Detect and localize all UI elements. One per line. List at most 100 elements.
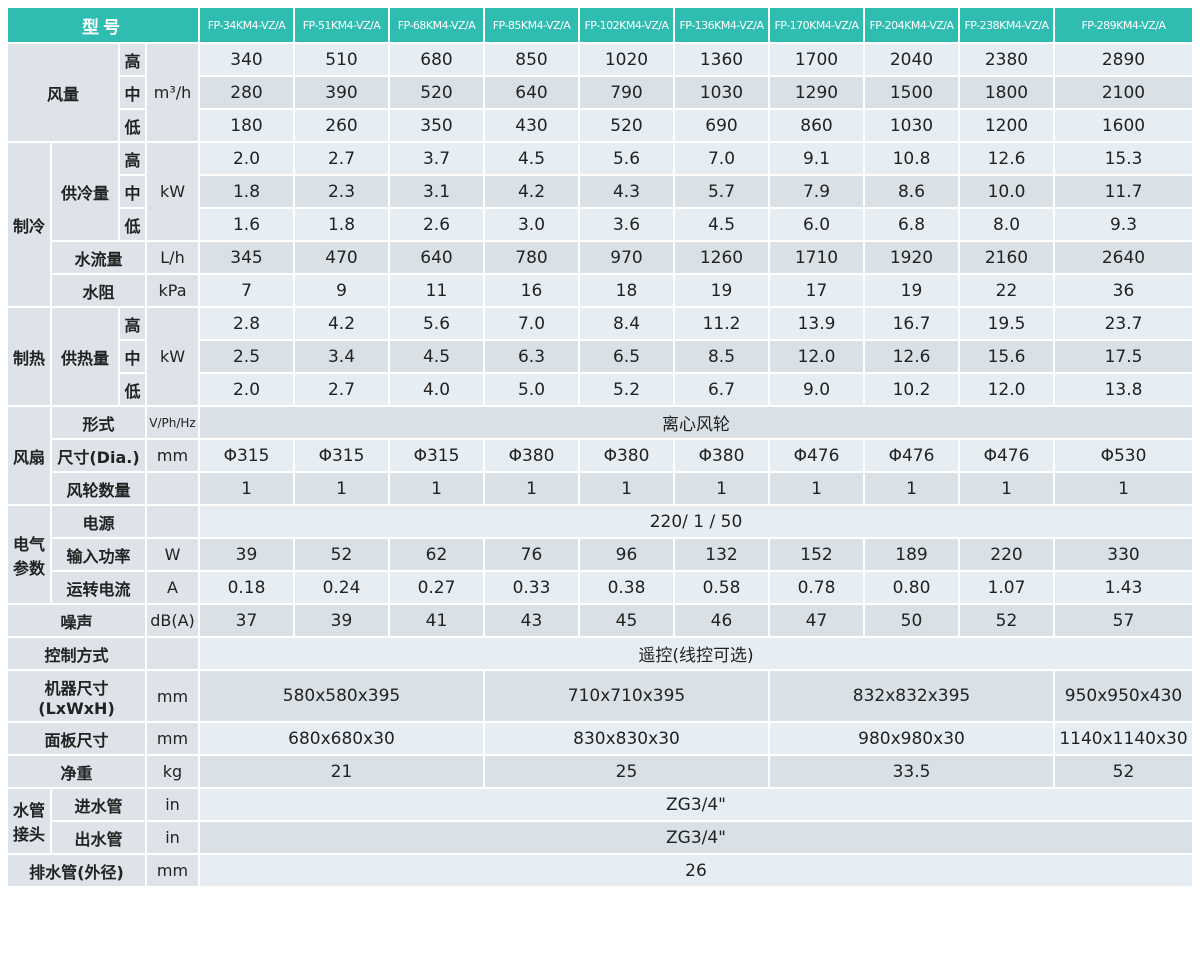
- power-supply-label: 电源: [50, 504, 147, 539]
- value-cell: 9: [293, 273, 390, 308]
- table-row: 低 2.0 2.7 4.0 5.0 5.2 6.7 9.0 10.2 12.0 13.8: [7, 372, 1194, 407]
- value-cell: 6.5: [578, 339, 675, 374]
- level-mid: 中: [118, 174, 147, 209]
- value-cell: 2.8: [198, 306, 295, 341]
- fan-type-unit: V/Ph/Hz: [145, 405, 200, 440]
- value-cell: 4.2: [483, 174, 580, 209]
- panel-size-label: 面板尺寸: [6, 721, 147, 756]
- inlet-label: 进水管: [50, 787, 147, 822]
- value-cell: 13.9: [768, 306, 865, 341]
- value-cell: 16: [483, 273, 580, 308]
- value-cell: 1.07: [958, 570, 1055, 605]
- value-cell: 4.5: [673, 207, 770, 242]
- value-cell: 6.0: [768, 207, 865, 242]
- value-cell: 10.8: [863, 141, 960, 176]
- net-weight-label: 净重: [6, 754, 147, 789]
- value-cell: 710x710x395: [483, 669, 770, 723]
- value-cell: 3.1: [388, 174, 485, 209]
- model-column-header: FP-289KM4-VZ/A: [1053, 6, 1194, 44]
- value-cell: 4.2: [293, 306, 390, 341]
- level-mid: 中: [118, 75, 147, 110]
- value-cell: 1: [483, 471, 580, 506]
- table-row: 水阻 kPa 7 9 11 16 18 19 17 19 22 36: [7, 273, 1194, 308]
- value-cell: 1140x1140x30: [1053, 721, 1194, 756]
- value-cell: 52: [958, 603, 1055, 638]
- table-row: 净重 kg 21 25 33.5 52: [6, 754, 1194, 789]
- value-cell: 7.0: [673, 141, 770, 176]
- value-cell: 8.0: [958, 207, 1055, 242]
- value-cell: 4.5: [483, 141, 580, 176]
- value-cell: 12.6: [863, 339, 960, 374]
- value-cell: 52: [1053, 754, 1194, 789]
- value-cell: 1: [863, 471, 960, 506]
- value-cell: 18: [578, 273, 675, 308]
- value-cell: 1.43: [1053, 570, 1194, 605]
- value-cell: 17.5: [1053, 339, 1194, 374]
- value-cell: 1: [768, 471, 865, 506]
- value-cell: 1260: [673, 240, 770, 275]
- noise-unit: dB(A): [145, 603, 200, 638]
- electrical-label: 电气参数: [6, 504, 52, 605]
- table-row: 输入功率 W 39 52 62 76 96 132 152 189 220 330: [7, 537, 1194, 572]
- value-cell: 45: [578, 603, 675, 638]
- value-cell: 520: [388, 75, 485, 110]
- value-cell: 21: [198, 754, 485, 789]
- value-cell: 1200: [958, 108, 1055, 143]
- value-cell: 180: [198, 108, 295, 143]
- value-cell: 0.80: [863, 570, 960, 605]
- table-row: 噪声 dB(A) 37 39 41 43 45 46 47 50 52 57: [6, 603, 1194, 638]
- value-cell: 36: [1053, 273, 1194, 308]
- value-cell: 遥控(线控可选): [198, 636, 1194, 671]
- power-supply-unit: [145, 504, 200, 539]
- value-cell: 41: [388, 603, 485, 638]
- spec-table: 型号 FP-34KM4-VZ/A FP-51KM4-VZ/A FP-68KM4-VZ…: [6, 6, 1194, 888]
- noise-label: 噪声: [6, 603, 147, 638]
- value-cell: ZG3/4": [198, 820, 1194, 855]
- value-cell: 2.0: [198, 372, 295, 407]
- value-cell: 470: [293, 240, 390, 275]
- value-cell: 8.6: [863, 174, 960, 209]
- value-cell: 2100: [1053, 75, 1194, 110]
- level-high: 高: [118, 42, 147, 77]
- value-cell: 15.3: [1053, 141, 1194, 176]
- value-cell: 3.7: [388, 141, 485, 176]
- value-cell: 790: [578, 75, 675, 110]
- value-cell: 2.5: [198, 339, 295, 374]
- table-row: 制热 供热量 高 kW 2.8 4.2 5.6 7.0 8.4 11.2 13.9 16.7 1…: [6, 306, 1194, 407]
- value-cell: 7: [198, 273, 295, 308]
- value-cell: 1: [958, 471, 1055, 506]
- value-cell: 520: [578, 108, 675, 143]
- table-row: 尺寸(Dia.) mm Φ315 Φ315 Φ315 Φ380 Φ380 Φ380 Φ476…: [7, 438, 1194, 473]
- value-cell: 6.8: [863, 207, 960, 242]
- value-cell: 2040: [863, 42, 960, 77]
- value-cell: 690: [673, 108, 770, 143]
- table-row: 控制方式 遥控(线控可选): [6, 636, 1194, 671]
- value-cell: 1030: [863, 108, 960, 143]
- value-cell: 345: [198, 240, 295, 275]
- fan-size-unit: mm: [145, 438, 200, 473]
- value-cell: 1: [198, 471, 295, 506]
- outlet-unit: in: [145, 820, 200, 855]
- level-low: 低: [118, 372, 147, 407]
- fan-count-unit: [145, 471, 200, 506]
- water-pipe-label: 水管接头: [6, 787, 52, 855]
- value-cell: 52: [293, 537, 390, 572]
- level-high: 高: [118, 306, 147, 341]
- value-cell: 8.4: [578, 306, 675, 341]
- value-cell: 510: [293, 42, 390, 77]
- value-cell: 33.5: [768, 754, 1055, 789]
- value-cell: 43: [483, 603, 580, 638]
- value-cell: 4.3: [578, 174, 675, 209]
- value-cell: Φ380: [673, 438, 770, 473]
- value-cell: 1.6: [198, 207, 295, 242]
- value-cell: 9.3: [1053, 207, 1194, 242]
- value-cell: 1: [578, 471, 675, 506]
- model-column-header: FP-34KM4-VZ/A: [198, 6, 295, 44]
- value-cell: 832x832x395: [768, 669, 1055, 723]
- value-cell: 1290: [768, 75, 865, 110]
- table-row: 运转电流 A 0.18 0.24 0.27 0.33 0.38 0.58 0.78 0.80 1…: [7, 570, 1194, 605]
- value-cell: 860: [768, 108, 865, 143]
- airflow-label: 风量: [6, 42, 120, 143]
- input-power-label: 输入功率: [50, 537, 147, 572]
- value-cell: 11: [388, 273, 485, 308]
